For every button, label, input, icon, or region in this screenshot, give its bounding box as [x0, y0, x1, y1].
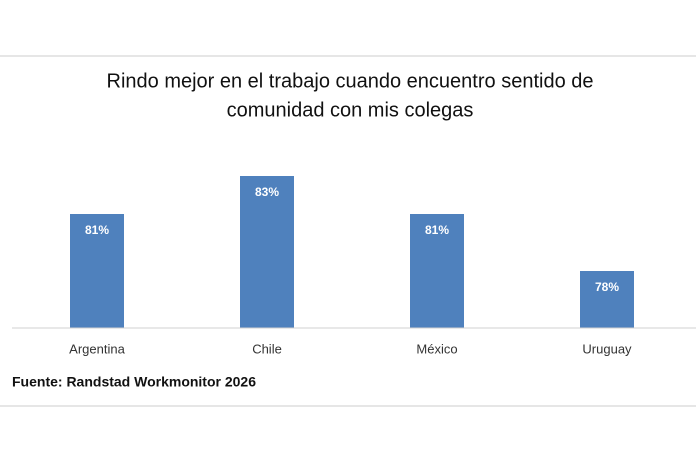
x-tick-label: México	[416, 341, 457, 356]
source: Fuente: Randstad Workmonitor 2026	[12, 374, 256, 390]
bar	[580, 271, 634, 328]
x-tick-label: Argentina	[69, 341, 125, 356]
bar	[240, 176, 294, 328]
data-label: 81%	[425, 223, 449, 237]
x-tick-label: Chile	[252, 341, 282, 356]
data-label: 81%	[85, 223, 109, 237]
bar	[410, 214, 464, 328]
chart-title: Rindo mejor en el trabajo cuando encuent…	[107, 70, 594, 92]
x-tick-label: Uruguay	[582, 341, 632, 356]
data-label: 78%	[595, 280, 619, 294]
bar	[70, 214, 124, 328]
chart-title: comunidad con mis colegas	[227, 99, 474, 121]
data-label: 83%	[255, 185, 279, 199]
